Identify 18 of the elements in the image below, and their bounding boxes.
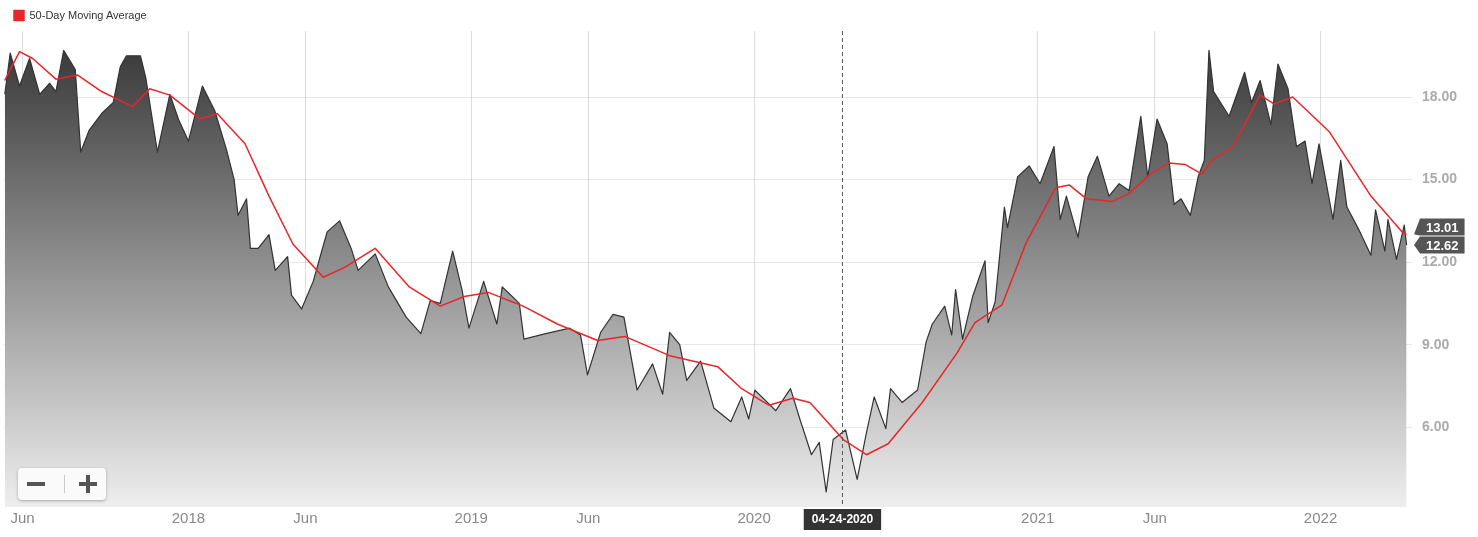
- y-tick-label: 12.00: [1422, 252, 1458, 269]
- y-tick-label: 15.00: [1422, 170, 1458, 187]
- annotation: 12.62: [1426, 237, 1459, 253]
- x-tick-label: Jun: [576, 509, 601, 527]
- y-tick-label: 6.00: [1422, 418, 1450, 435]
- ref-line-label: 04-24-2020: [811, 512, 874, 527]
- x-tick-label: 2020: [737, 509, 771, 527]
- annotation: 13.01: [1426, 219, 1459, 235]
- legend-label: 50-Day Moving Average: [29, 8, 147, 21]
- y-tick-label: 18.00: [1422, 87, 1458, 104]
- x-tick-label: 2019: [454, 509, 488, 527]
- x-tick-label: Jun: [10, 509, 35, 527]
- x-tick-label: Jun: [1142, 509, 1167, 527]
- x-tick-label: 2022: [1303, 509, 1338, 527]
- x-tick-label: Jun: [293, 509, 318, 527]
- y-tick-label: 9.00: [1422, 335, 1450, 352]
- x-tick-label: 2018: [171, 509, 206, 527]
- x-tick-label: 2021: [1021, 509, 1055, 527]
